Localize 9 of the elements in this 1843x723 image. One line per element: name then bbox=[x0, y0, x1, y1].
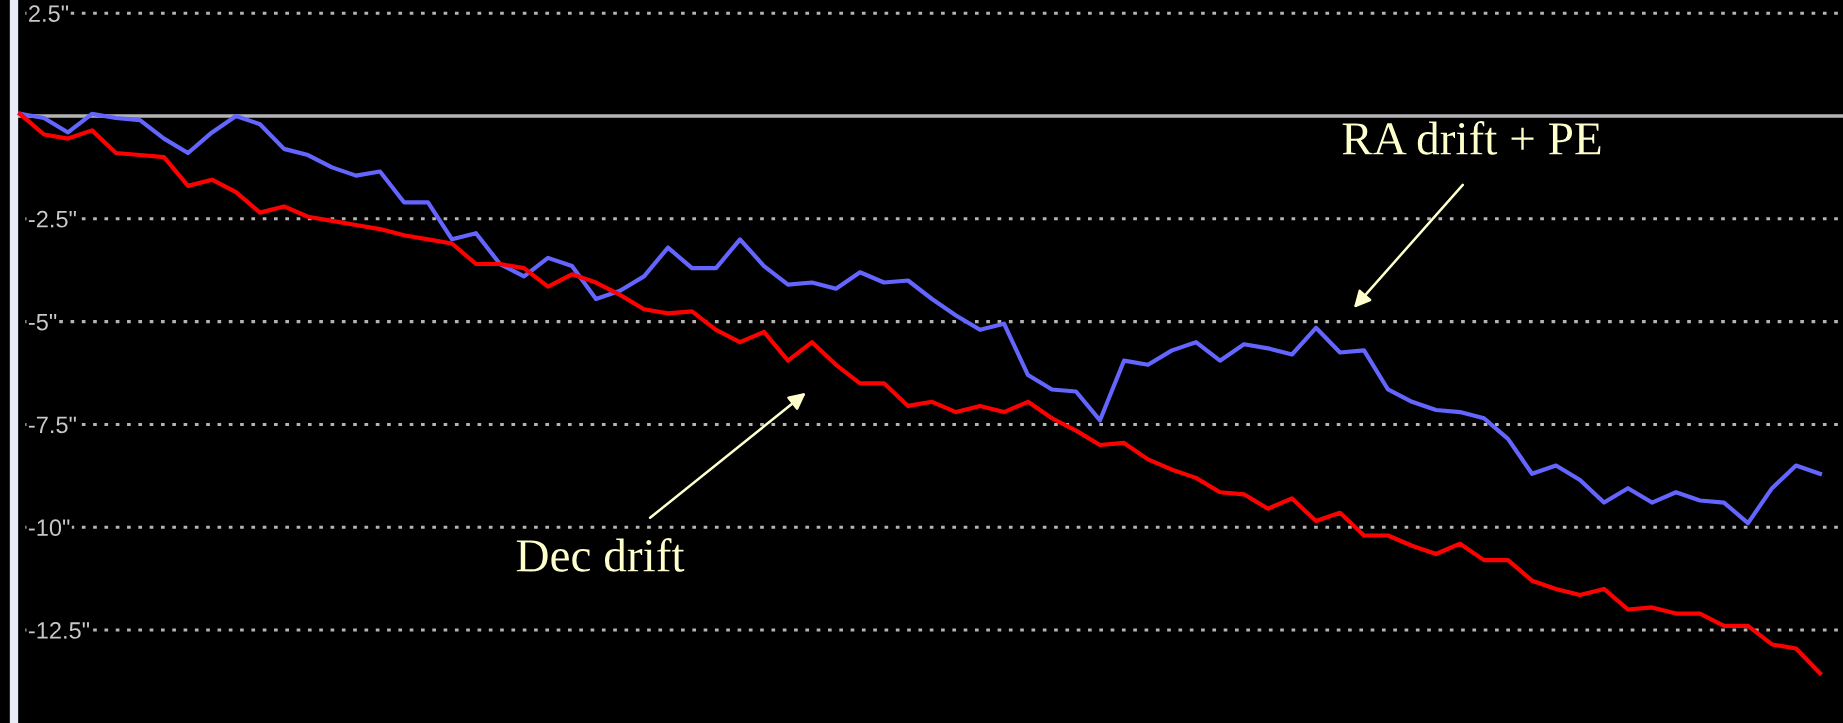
annotation: Dec drift bbox=[516, 538, 685, 572]
y-tick-label: 2.5" bbox=[29, 5, 69, 22]
y-tick-label: -7.5" bbox=[28, 416, 76, 434]
y-tick-label: -2.5" bbox=[28, 210, 76, 228]
y-tick-label: -5" bbox=[28, 313, 57, 331]
line-series bbox=[17, 111, 1823, 676]
y-tick-label: -12.5" bbox=[28, 622, 90, 639]
y-tick-label: -10" bbox=[28, 519, 70, 537]
annotation: RA drift + PE bbox=[1342, 121, 1601, 155]
